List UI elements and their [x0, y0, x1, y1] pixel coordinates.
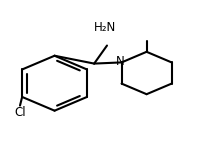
Text: H₂N: H₂N — [94, 21, 116, 34]
Text: Cl: Cl — [14, 106, 26, 119]
Text: N: N — [116, 55, 125, 68]
